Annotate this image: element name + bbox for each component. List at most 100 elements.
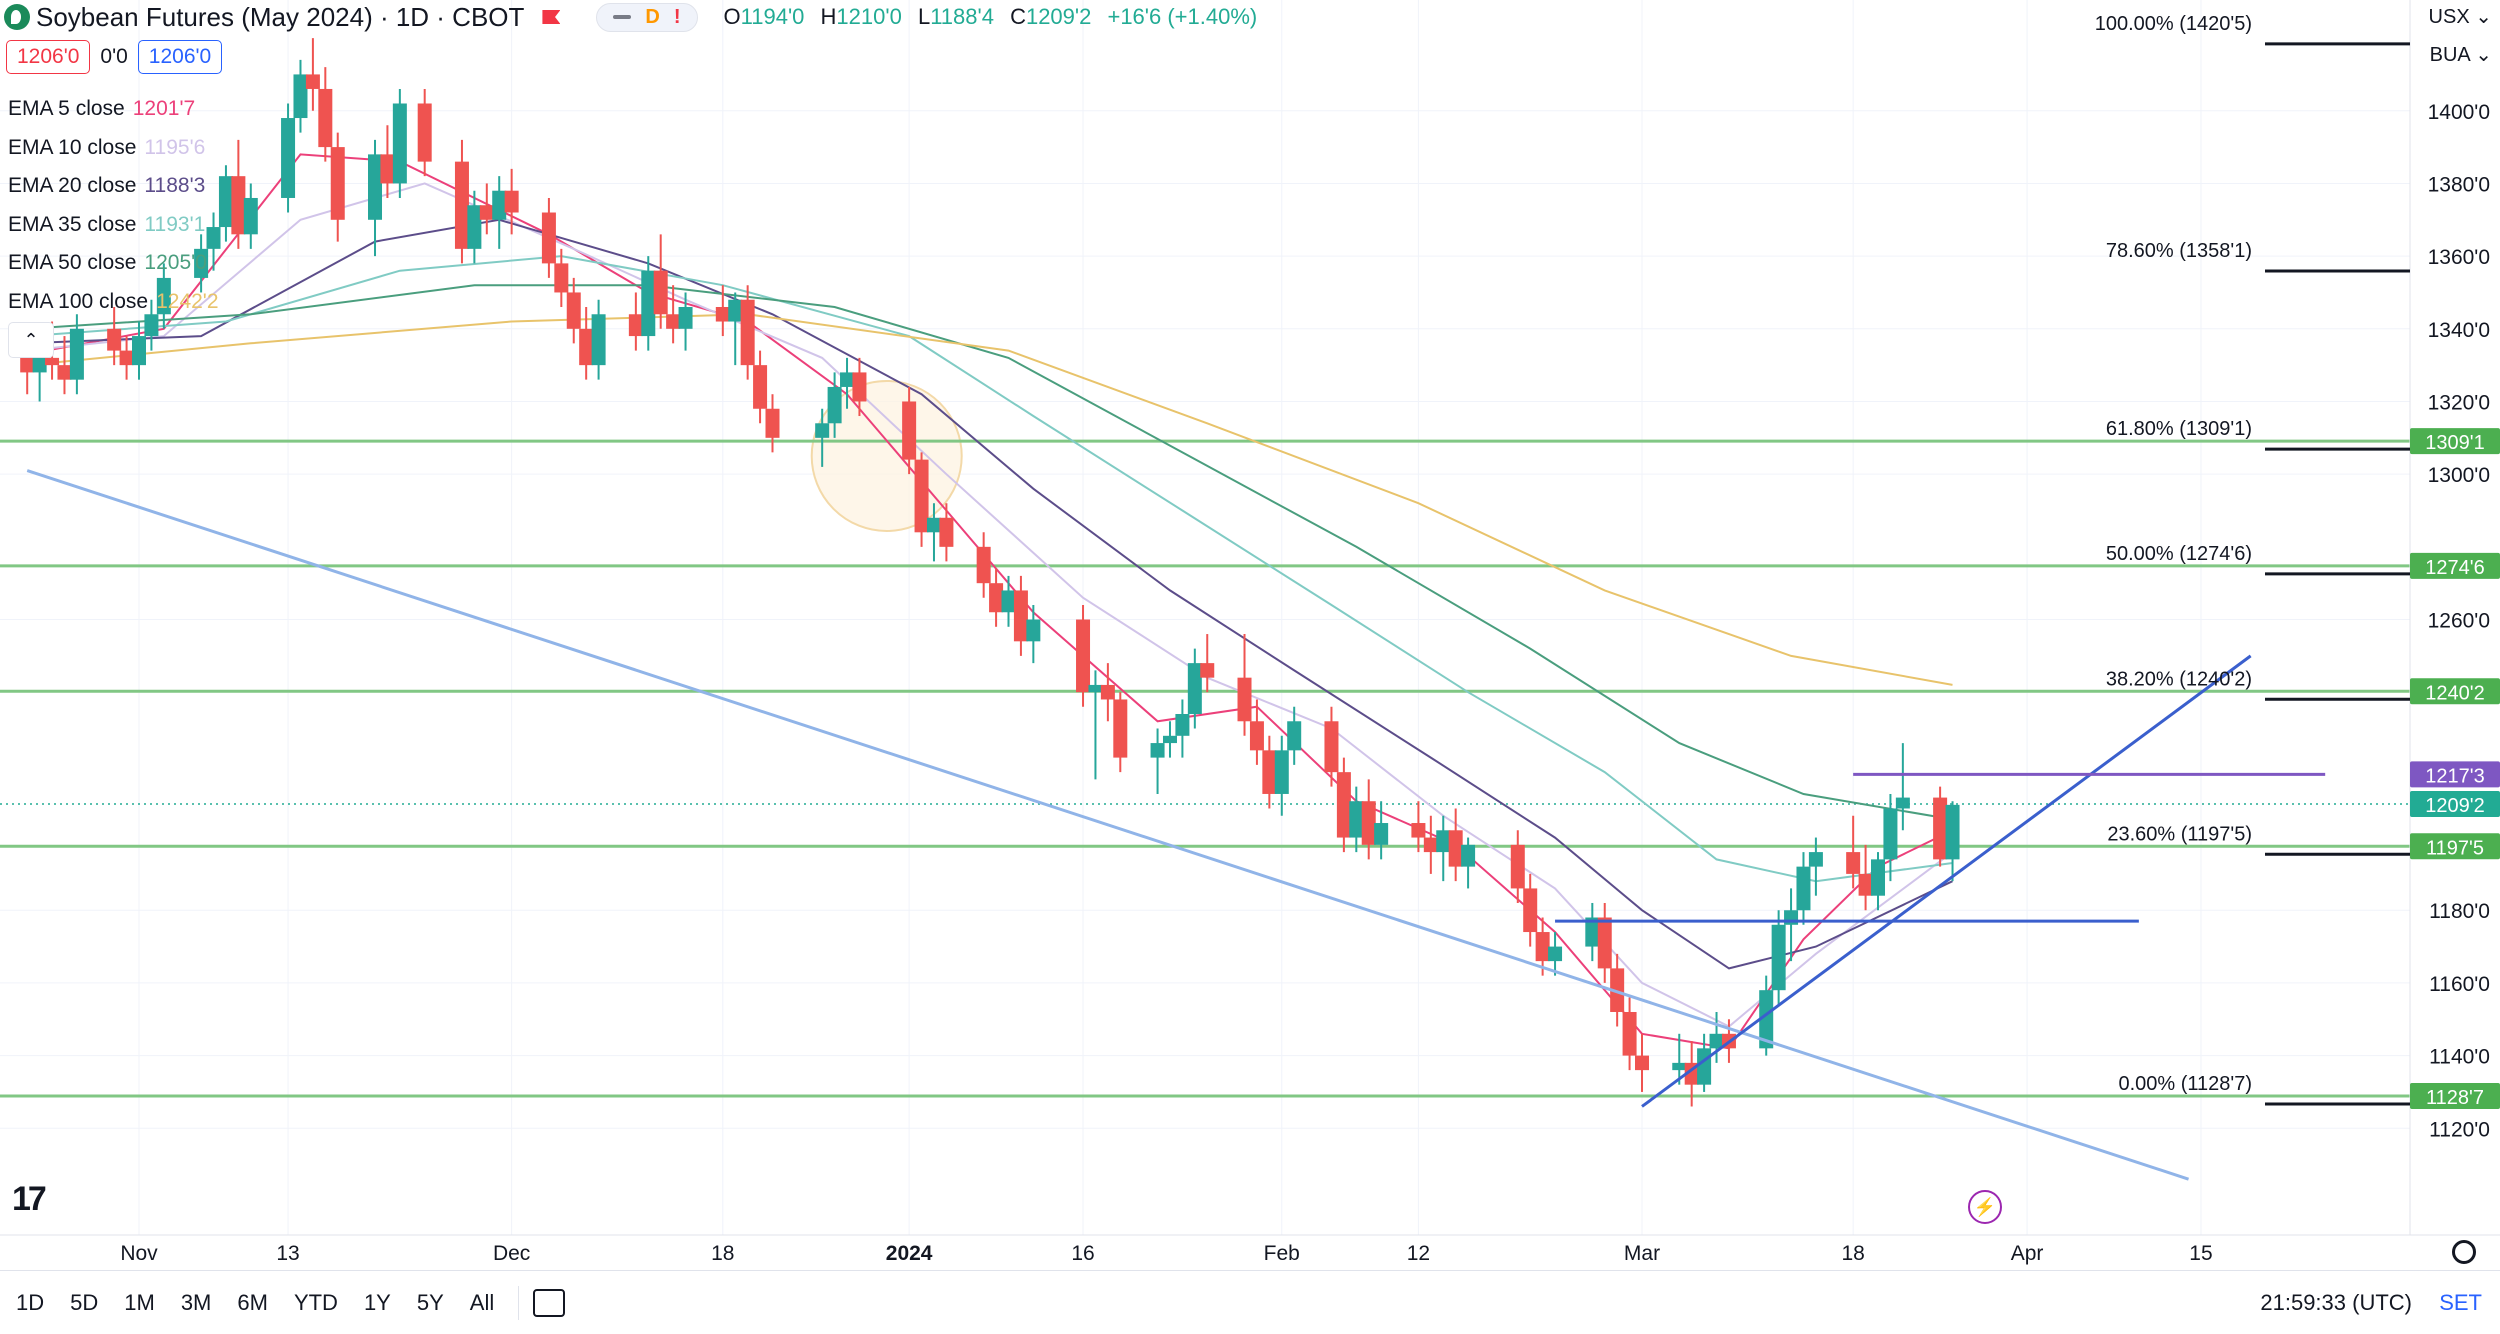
candle-body	[1635, 1055, 1649, 1071]
sell-button[interactable]: 1206'0	[6, 40, 91, 74]
candle-body	[1113, 699, 1128, 758]
settings-gear-icon[interactable]	[2452, 1240, 2476, 1264]
candle-body	[479, 205, 494, 220]
indicator-label: EMA 50 close	[8, 251, 137, 274]
candle-body	[1697, 1048, 1712, 1085]
flag-icon[interactable]	[542, 10, 561, 24]
calendar-icon[interactable]	[533, 1288, 566, 1317]
candle-body	[1883, 808, 1898, 860]
candle-body	[218, 176, 233, 228]
candle-body	[1597, 917, 1612, 969]
indicator-row[interactable]: EMA 35 close 1193'1	[8, 206, 219, 245]
candle-body	[1436, 830, 1451, 853]
candle-body	[554, 263, 569, 293]
candle-body	[492, 190, 507, 220]
candle-body	[840, 372, 855, 387]
candle-body	[1200, 663, 1215, 678]
status-pill[interactable]: D !	[596, 2, 698, 32]
settings-button[interactable]: SET	[2439, 1289, 2482, 1315]
candle-body	[740, 299, 755, 366]
unit-select[interactable]: BUA ⌄	[2429, 44, 2492, 66]
indicator-label: EMA 5 close	[8, 97, 125, 120]
candle-body	[392, 103, 407, 184]
candle-body	[144, 314, 159, 337]
price-tick-label: 1320'0	[2428, 391, 2490, 414]
indicator-value: 1193'1	[144, 212, 206, 236]
timeframe-button[interactable]: 1D	[16, 1289, 45, 1315]
candle-body	[57, 365, 72, 380]
candle-body	[1423, 837, 1438, 853]
candle-body	[1548, 946, 1563, 962]
candle-body	[1808, 852, 1823, 867]
candle-body	[1610, 968, 1625, 1012]
candle-body	[330, 147, 345, 220]
candle-body	[1026, 619, 1041, 642]
indicator-label: EMA 35 close	[8, 212, 137, 236]
price-badge-label: 1128'7	[2426, 1087, 2484, 1109]
trend-line	[26, 469, 2190, 1181]
price-badge	[2410, 1082, 2500, 1109]
candle-body	[69, 328, 84, 380]
timeframe-button[interactable]: YTD	[293, 1289, 338, 1315]
price-badge-label: 1197'5	[2426, 837, 2484, 859]
indicator-row[interactable]: EMA 20 close 1188'3	[8, 167, 219, 206]
indicator-label: EMA 100 close	[8, 289, 149, 313]
timeframe-button[interactable]: All	[469, 1289, 495, 1315]
symbol-logo-icon	[4, 4, 30, 30]
timeframe-button[interactable]: 5D	[70, 1289, 99, 1315]
candle-body	[1709, 1033, 1724, 1049]
candle-body	[107, 328, 122, 351]
collapse-legend-button[interactable]: ⌃	[8, 322, 54, 358]
candle-body	[902, 401, 917, 460]
minus-icon	[613, 15, 632, 19]
low-value: 1188'4	[930, 4, 994, 29]
candle-body	[1895, 797, 1910, 809]
candle-body	[1622, 1011, 1637, 1056]
indicator-row[interactable]: EMA 100 close 1242'2	[8, 283, 219, 322]
price-tick-label: 1260'0	[2428, 610, 2490, 633]
trade-row: 1206'0 0'0 1206'0	[6, 40, 223, 74]
candle-body	[1150, 743, 1165, 758]
fib-level-label: 78.60% (1358'1)	[2106, 240, 2252, 262]
candle-body	[467, 205, 482, 249]
candle-body	[368, 154, 383, 220]
high-value: 1210'0	[836, 4, 902, 29]
toolbar-divider	[518, 1285, 520, 1320]
indicator-value: 1205'0	[144, 251, 207, 274]
drawings	[26, 469, 2326, 1181]
indicator-row[interactable]: EMA 50 close 1205'0	[8, 244, 219, 283]
indicator-value: 1188'3	[144, 174, 206, 197]
price-badge	[2410, 678, 2500, 705]
timeframe-button[interactable]: 3M	[180, 1289, 212, 1315]
grid	[0, 0, 2410, 1235]
candle-body	[1088, 684, 1103, 693]
buy-button[interactable]: 1206'0	[137, 40, 223, 74]
candle-body	[914, 459, 929, 533]
timeframe-button[interactable]: 1Y	[363, 1289, 391, 1315]
indicator-row[interactable]: EMA 5 close 1201'7	[8, 90, 219, 129]
candle-body	[1585, 917, 1600, 947]
symbol-title[interactable]: Soybean Futures (May 2024) · 1D · CBOT	[36, 1, 525, 32]
time-tick-label: Nov	[120, 1242, 158, 1265]
candle-body	[194, 248, 209, 278]
price-tick-label: 1340'0	[2428, 319, 2490, 342]
indicator-row[interactable]: EMA 10 close 1195'6	[8, 129, 219, 168]
currency-select[interactable]: USX ⌄	[2428, 6, 2492, 28]
candle-body	[1846, 852, 1861, 874]
timeframe-button[interactable]: 5Y	[416, 1289, 444, 1315]
time-tick-label: 12	[1407, 1242, 1430, 1265]
timeframe-button[interactable]: 1M	[124, 1289, 155, 1315]
candle-body	[1945, 804, 1960, 860]
alert-icon: !	[673, 5, 681, 28]
candle-body	[1001, 590, 1016, 613]
flash-icon[interactable]: ⚡	[1968, 1190, 2002, 1224]
candle-body	[1287, 721, 1302, 751]
indicator-value: 1201'7	[132, 97, 196, 120]
candle-body	[1274, 750, 1289, 794]
ema-line	[27, 313, 1953, 686]
candle-body	[504, 190, 519, 213]
price-tick-label: 1140'0	[2429, 1046, 2490, 1069]
timeframe-button[interactable]: 6M	[237, 1289, 268, 1315]
price-chart[interactable]: 1120'01140'01160'01180'01260'01300'01320…	[0, 0, 2500, 1270]
candle-body	[939, 517, 954, 547]
